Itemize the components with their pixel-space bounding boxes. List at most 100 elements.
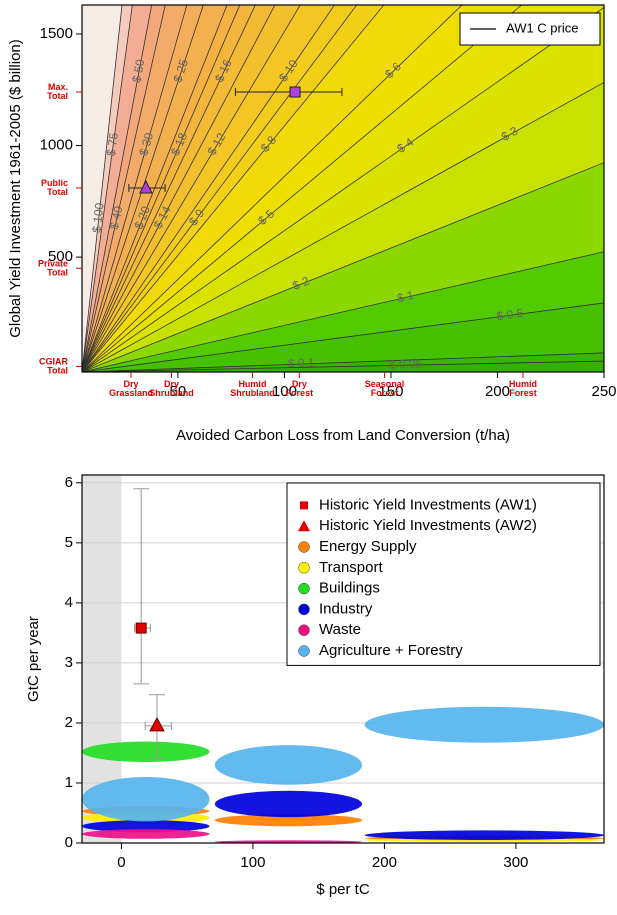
x-tick-label: 300 [503,854,528,871]
contour-line [82,5,463,372]
contour-line [82,5,204,372]
x-annotation: Dry Grassland [109,379,153,398]
y-tick-label: 5 [65,534,73,551]
legend-label: Historic Yield Investments (AW2) [319,517,537,534]
legend-marker [298,520,310,532]
x-annotation: Seasonal Forest [365,379,405,398]
y-tick-label: 2 [65,714,73,731]
y-tick-label: 1 [65,774,73,791]
x-annotation-line: Dry [164,379,179,389]
x-annotation-line: Shrubland [230,388,275,398]
y-tick-label: 500 [48,248,73,265]
ellipse [82,829,210,839]
point [289,86,301,98]
legend-label: Agriculture + Forestry [319,642,463,659]
y-annotation-line: Total [47,187,68,197]
ellipse [214,814,363,827]
x-annotation: Dry Forest [286,379,314,398]
legend-marker [298,624,310,636]
contour-line [82,6,604,372]
contour-line [82,5,301,372]
contour-line [82,81,604,372]
legend-marker [298,562,310,574]
contour-label: $ 40 [107,204,126,230]
x-tick-label: 50 [170,383,187,400]
contour-line [82,352,604,372]
x-tick-label: 200 [372,854,397,871]
x-tick-label: 100 [272,383,297,400]
contour-label: $ 0.05 [389,357,423,372]
contour-label: $ 75 [104,132,121,157]
y-annotation-line: Total [47,366,68,376]
ellipse [82,776,210,822]
contour-field: $ 100$ 75$ 50$ 40$ 30$ 25$ 20$ 18$ 16$ 1… [82,5,604,372]
y-tick-label: 0 [65,834,73,851]
contour-line [82,162,604,372]
y-annotation-line: Public [41,178,68,188]
legend-label: Transport [319,559,383,576]
x-tick-label: 0 [117,854,125,871]
legend-marker [300,501,308,510]
ellipse [364,706,604,743]
legend-label: Waste [319,621,361,638]
contour-label: $ 30 [136,131,156,158]
contour-line [82,5,241,372]
x-annotation-line: Grassland [109,388,153,398]
x-tick-label: 250 [591,383,616,400]
contour-label: $ 0.1 [288,356,316,371]
y-tick-label: 6 [65,474,73,491]
legend-marker [298,541,310,553]
ellipse [82,741,210,762]
contour-line [82,5,335,372]
ellipse [364,830,604,840]
x-annotation-line: Dry [292,379,307,389]
y-annotation: CGIAR Total [39,357,69,376]
contour-line [82,302,604,372]
contour-line [82,5,133,372]
contour-label: $ 50 [129,58,147,84]
y-annotation: Max. Total [47,82,68,101]
x-annotation-line: Forest [286,388,314,398]
x-annotation-line: Humid [238,379,266,389]
y-tick-label: 4 [65,594,73,611]
ellipse [214,745,363,785]
legend-label: Industry [319,600,373,617]
y-annotation: Private Total [38,259,68,278]
ellipse [214,840,363,843]
plot-frame [81,474,605,844]
y-axis-title: GtC per year [25,616,42,702]
legend-label: AW1 C price [506,20,578,35]
legend-box [286,482,601,666]
y-annotation-line: CGIAR [39,357,69,367]
y-annotation-line: Total [47,91,68,101]
contour-line [82,251,604,372]
x-annotation-line: Forest [509,388,537,398]
y-tick-label: 1000 [40,137,73,154]
ellipse [214,790,363,818]
ellipses [82,706,604,843]
contour-label: $ 2 [291,274,312,293]
contour-label: $ 0.5 [496,306,525,323]
plot-frame [81,4,605,373]
contour-line [82,5,385,372]
legend-marker [298,582,310,595]
contour-line [82,360,604,372]
legend-label: Energy Supply [319,538,417,555]
x-annotation-line: Forest [371,388,399,398]
x-tick-label: 150 [378,383,403,400]
contour-line [82,5,188,372]
y-annotation: Public Total [41,178,68,197]
y-annotation-line: Private [38,259,68,269]
contour-line [82,5,166,372]
point [135,622,147,634]
legend-label: Buildings [319,580,380,597]
x-annotation-line: Dry [123,379,138,389]
color-band [82,5,604,372]
contour-line [82,5,123,372]
point [139,179,153,194]
contour-label: $ 1 [396,288,416,305]
ellipse [82,820,210,833]
contour-line [82,5,256,372]
x-annotation: Humid Shrubland [230,379,275,398]
